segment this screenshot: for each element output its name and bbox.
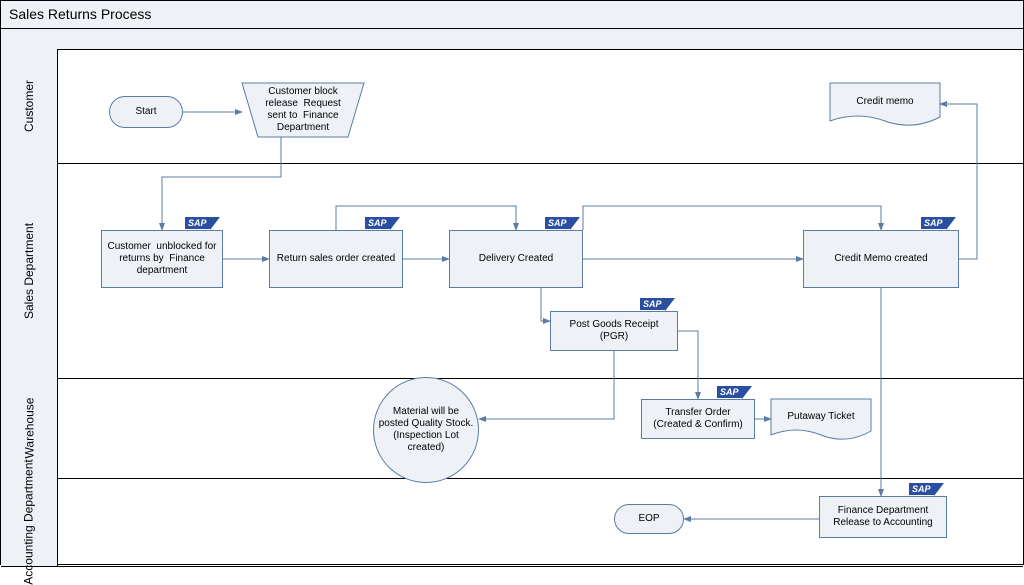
diagram-title: Sales Returns Process bbox=[1, 1, 1023, 29]
node-credit_created: Credit Memo created bbox=[803, 230, 959, 288]
node-block_release: Customer block release Request sent to F… bbox=[252, 85, 354, 135]
sap-flag-icon: SAP bbox=[909, 483, 934, 495]
node-delivery: Delivery Created bbox=[449, 230, 583, 288]
lane-label-customer: Customer bbox=[1, 49, 58, 163]
sap-flag-icon: SAP bbox=[545, 217, 570, 229]
node-pgr: Post Goods Receipt (PGR) bbox=[550, 311, 678, 351]
swimlane-diagram: Sales Returns Process CustomerSales Depa… bbox=[0, 0, 1024, 565]
sap-flag-icon: SAP bbox=[640, 298, 665, 310]
lane-label-sales: Sales Department bbox=[1, 163, 58, 378]
node-transfer: Transfer Order (Created & Confirm) bbox=[641, 399, 755, 439]
sap-flag-icon: SAP bbox=[365, 217, 390, 229]
lanes-container: CustomerSales DepartmentWarehouseAccount… bbox=[1, 49, 1023, 564]
sap-flag-icon: SAP bbox=[185, 217, 210, 229]
node-material: Material will be posted Quality Stock. (… bbox=[373, 377, 479, 483]
node-release_acct: Finance Department Release to Accounting bbox=[819, 496, 947, 538]
sap-flag-icon: SAP bbox=[921, 217, 946, 229]
node-start: Start bbox=[109, 96, 183, 128]
sap-flag-icon: SAP bbox=[717, 386, 742, 398]
node-return_order: Return sales order created bbox=[269, 230, 403, 288]
node-putaway: Putaway Ticket bbox=[771, 403, 871, 431]
node-credit_memo_doc: Credit memo bbox=[830, 87, 940, 117]
lane-label-accounting: Accounting Department bbox=[1, 478, 58, 566]
node-eop: EOP bbox=[614, 504, 684, 534]
title-spacer bbox=[1, 29, 1023, 50]
node-unblocked: Customer unblocked for returns by Financ… bbox=[101, 230, 223, 288]
